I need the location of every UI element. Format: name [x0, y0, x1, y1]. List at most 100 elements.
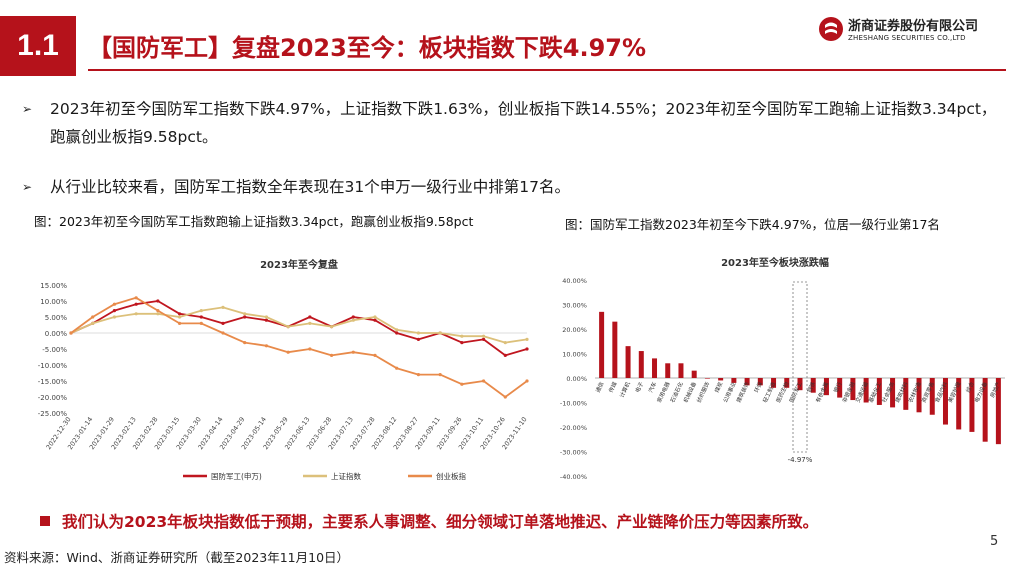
data-point	[503, 353, 507, 357]
data-point	[221, 305, 225, 309]
y-tick-label: 0.00%	[566, 375, 587, 383]
logo-icon	[819, 17, 843, 41]
bar	[876, 378, 882, 405]
data-point	[112, 315, 117, 319]
category-label: 汽车	[646, 380, 658, 394]
logo-name-cn: 浙商证券股份有限公司	[848, 19, 979, 34]
series-line	[70, 306, 528, 344]
bar	[903, 378, 909, 410]
y-tick-label: 15.00%	[40, 282, 67, 290]
data-point	[156, 309, 160, 313]
bar	[771, 378, 777, 388]
chart-caption-right: 图：国防军工指数2023年初至今下跌4.97%，位居一级行业第17名	[565, 217, 940, 232]
data-point	[177, 321, 182, 325]
bar	[691, 370, 697, 378]
legend-label: 上证指数	[331, 471, 361, 481]
bullet-point-1: ➢ 2023年初至今国防军工指数下跌4.97%，上证指数下跌1.63%，创业板指…	[22, 95, 1002, 155]
section-badge: 1.1	[0, 16, 76, 76]
data-point	[351, 318, 355, 322]
y-tick-label: -15.00%	[38, 378, 68, 386]
bar	[863, 378, 869, 403]
legend-label: 创业板指	[436, 471, 466, 481]
data-point	[416, 373, 421, 377]
data-point	[199, 321, 203, 325]
company-logo: 浙商证券股份有限公司 ZHESHANG SECURITIES CO.,LTD	[818, 14, 1008, 50]
bar	[890, 378, 896, 408]
y-tick-label: -40.00%	[560, 473, 587, 481]
data-point	[395, 328, 399, 332]
bullet-arrow-icon: ➢	[22, 180, 33, 194]
chart-title: 2023年至今板块涨跌幅	[721, 256, 829, 269]
bar	[969, 378, 975, 432]
bar	[916, 378, 922, 413]
data-point	[112, 309, 117, 313]
data-point	[221, 321, 225, 325]
data-point	[503, 395, 507, 399]
category-label: 通信	[594, 380, 606, 394]
bar	[797, 378, 803, 391]
data-point	[416, 331, 421, 335]
data-point	[112, 302, 117, 306]
y-tick-label: -25.00%	[38, 410, 68, 418]
legend-label: 国防军工(申万)	[211, 471, 262, 481]
conclusion-text: 我们认为2023年板块指数低于预期，主要系人事调整、细分领域订单落地推迟、产业链…	[40, 510, 818, 532]
data-point	[438, 373, 442, 377]
data-point	[177, 315, 182, 319]
chart-title: 2023年至今复盘	[260, 258, 338, 271]
y-tick-label: -10.00%	[560, 400, 587, 408]
data-point	[460, 334, 464, 338]
data-point	[308, 347, 312, 351]
data-point	[199, 309, 203, 313]
bar	[837, 378, 843, 398]
bar	[599, 311, 605, 378]
y-tick-label: 0.00%	[45, 330, 68, 338]
bar	[942, 378, 948, 425]
data-point	[525, 337, 529, 341]
bullet-arrow-icon: ➢	[22, 102, 33, 116]
page-title: 【国防军工】复盘2023至今：板块指数下跌4.97%	[88, 34, 647, 62]
square-bullet-icon	[40, 516, 50, 526]
data-point	[329, 353, 334, 357]
data-point	[91, 321, 95, 325]
bar	[929, 378, 935, 415]
data-point	[243, 315, 247, 319]
data-point	[351, 350, 355, 354]
data-point	[416, 337, 421, 341]
title-divider	[88, 69, 1006, 71]
y-tick-label: 20.00%	[562, 326, 587, 334]
bar-chart-panel: 2023年至今板块涨跌幅 40.00% 30.00% 20.00% 10.00% 0.00…	[540, 250, 1010, 495]
data-point	[373, 318, 377, 322]
data-point	[481, 337, 486, 341]
data-point	[460, 382, 464, 386]
series-line	[70, 300, 528, 357]
y-tick-label: -20.00%	[38, 394, 68, 402]
category-label: 煤炭	[713, 380, 725, 394]
bar	[652, 358, 658, 378]
line-chart-panel: 2023年至今复盘 15.00% 10.00% 5.00% 0.00% -5.00% -10…	[33, 250, 529, 490]
page-number: 5	[990, 534, 999, 549]
data-point	[329, 325, 334, 329]
bullet-text-2: 从行业比较来看，国防军工指数全年表现在31个申万一级行业中排第17名。	[50, 178, 570, 196]
data-point	[91, 315, 95, 319]
line-chart: 2023年至今复盘 15.00% 10.00% 5.00% 0.00% -5.00% -10…	[38, 258, 529, 481]
data-point	[134, 296, 138, 300]
data-point	[156, 312, 160, 316]
data-point	[243, 312, 247, 316]
bar	[678, 363, 684, 378]
bar	[823, 378, 829, 396]
bar	[612, 321, 618, 378]
y-tick-label: 10.00%	[40, 298, 67, 306]
bar	[731, 378, 737, 383]
bar	[718, 378, 724, 381]
bar	[995, 378, 1001, 445]
conclusion-label: 我们认为2023年板块指数低于预期，主要系人事调整、细分领域订单落地推迟、产业链…	[62, 513, 819, 531]
y-tick-label: 30.00%	[562, 302, 587, 310]
data-point	[156, 299, 160, 303]
data-point	[243, 341, 247, 345]
bar	[744, 378, 750, 386]
data-point	[373, 315, 377, 319]
data-point	[525, 347, 529, 351]
bar	[625, 346, 631, 378]
category-label: 传媒	[607, 380, 619, 394]
data-point	[395, 331, 399, 335]
